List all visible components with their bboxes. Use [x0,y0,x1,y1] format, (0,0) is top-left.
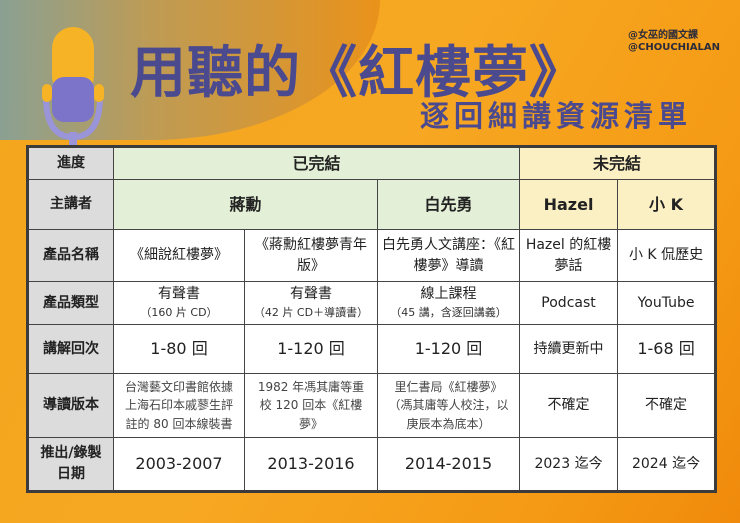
date-cell: 2003-2007 [113,437,245,492]
product-type-cell: YouTube [617,281,717,325]
product-type-cell: Podcast [519,281,619,325]
chapters-cell: 1-68 回 [617,324,717,374]
table-row: 進度 已完結 未完結 [27,146,717,180]
edition-cell: 不確定 [617,373,717,438]
product-name-cell: Hazel 的紅樓夢話 [519,229,619,282]
table-row: 導讀版本 台灣藝文印書館依據上海石印本戚蓼生評註的 80 回本線裝書 1982 … [27,373,717,438]
product-type-note: （42 片 CD＋導讀書） [253,306,369,320]
row-label: 產品名稱 [27,229,114,282]
chapters-cell: 1-80 回 [113,324,245,374]
date-cell: 2013-2016 [244,437,378,492]
date-cell: 2024 迄今 [617,437,717,492]
row-label: 導讀版本 [27,373,114,438]
row-label: 產品類型 [27,281,114,325]
product-type-note: （45 講，含逐回講義） [390,306,507,320]
product-name-cell: 《蔣勳紅樓夢青年版》 [244,229,378,282]
product-type: 線上課程 [420,286,477,303]
chapters-cell: 持續更新中 [519,324,619,374]
product-type: 有聲書 [290,286,332,303]
speaker-cell: 小 K [617,179,717,230]
edition-cell: 里仁書局《紅樓夢》（馮其庸等人校注，以庚辰本為底本） [376,373,521,438]
edition-cell: 不確定 [519,373,619,438]
table-row: 推出/錄製日期 2003-2007 2013-2016 2014-2015 20… [27,437,717,492]
author-handle-en: @CHOUCHIALAN [628,42,720,53]
product-name-cell: 白先勇人文講座：《紅樓夢》導讀 [376,229,521,282]
date-cell: 2014-2015 [376,437,521,492]
page-subtitle: 逐回細講資源清單 [420,99,693,133]
row-label: 進度 [27,146,114,180]
product-type-cell: 有聲書 （42 片 CD＋導讀書） [244,281,378,325]
speaker-cell: 蔣勳 [113,179,378,230]
row-label: 推出/錄製日期 [27,437,114,492]
product-type-cell: 線上課程 （45 講，含逐回講義） [376,281,521,325]
product-name-cell: 小 K 侃歷史 [617,229,717,282]
edition-cell: 1982 年馮其庸等重校 120 回本《紅樓夢》 [244,373,378,438]
product-name-cell: 《細說紅樓夢》 [113,229,245,282]
product-type-note: （160 片 CD） [140,306,218,320]
resource-table: 進度 已完結 未完結 主講者 蔣勳 白先勇 Hazel 小 K 產品名稱 《細說… [26,145,718,493]
author-handle: @女巫的國文課 [628,30,698,41]
row-label: 講解回次 [27,324,114,374]
speaker-cell: 白先勇 [376,179,521,230]
page-title: 用聽的《紅樓夢》 [130,41,586,106]
status-ongoing: 未完結 [519,146,717,180]
speaker-cell: Hazel [519,179,619,230]
table-row: 產品類型 有聲書 （160 片 CD） 有聲書 （42 片 CD＋導讀書） 線上課程… [27,281,717,325]
date-cell: 2023 迄今 [519,437,619,492]
table-row: 講解回次 1-80 回 1-120 回 1-120 回 持續更新中 1-68 回 [27,324,717,374]
chapters-cell: 1-120 回 [376,324,521,374]
chapters-cell: 1-120 回 [244,324,378,374]
table-row: 產品名稱 《細說紅樓夢》 《蔣勳紅樓夢青年版》 白先勇人文講座：《紅樓夢》導讀 … [27,229,717,282]
status-completed: 已完結 [112,146,521,180]
product-type-cell: 有聲書 （160 片 CD） [113,281,245,325]
row-label: 主講者 [27,179,114,230]
table-row: 主講者 蔣勳 白先勇 Hazel 小 K [27,179,717,230]
product-type: 有聲書 [158,286,200,303]
edition-cell: 台灣藝文印書館依據上海石印本戚蓼生評註的 80 回本線裝書 [113,373,245,438]
